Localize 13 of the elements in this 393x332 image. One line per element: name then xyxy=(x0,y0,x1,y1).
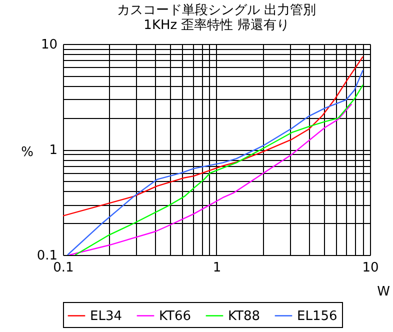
legend-label: KT66 xyxy=(159,308,191,324)
x-tick-label: 1 xyxy=(212,260,222,276)
x-axis-title: W xyxy=(377,284,390,300)
x-tick-label: 10 xyxy=(362,260,379,276)
y-axis-title: % xyxy=(21,145,34,160)
text: 1KHz 歪率特性 帰還有り xyxy=(144,18,290,33)
legend-label: EL156 xyxy=(297,308,338,324)
legend-label: KT88 xyxy=(228,308,260,324)
y-tick-label: 10 xyxy=(40,38,58,52)
y-tick-label: 1 xyxy=(49,143,58,158)
text: カスコード単段シングル 出力管別 xyxy=(116,3,316,18)
legend-label: EL34 xyxy=(90,308,122,324)
x-tick-label: 0.1 xyxy=(53,260,74,276)
